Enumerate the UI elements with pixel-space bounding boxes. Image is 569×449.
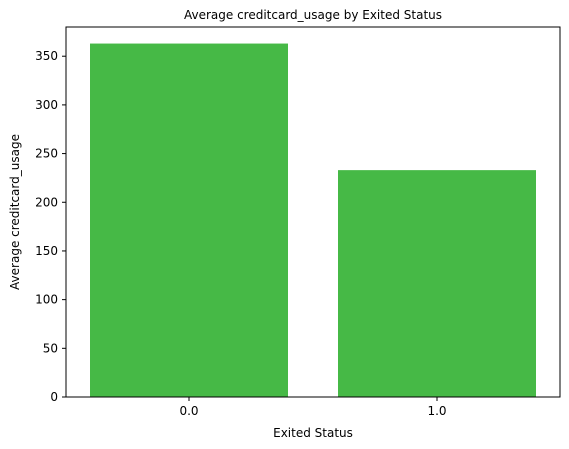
y-tick-label: 200 xyxy=(35,195,58,209)
bars-group xyxy=(90,43,536,397)
y-tick-label: 100 xyxy=(35,293,58,307)
y-tick-label: 250 xyxy=(35,147,58,161)
y-tick-label: 0 xyxy=(50,390,58,404)
y-tick-label: 150 xyxy=(35,244,58,258)
x-axis-label: Exited Status xyxy=(273,426,353,440)
bar-1.0 xyxy=(338,170,536,397)
x-axis-ticks: 0.0 1.0 xyxy=(179,397,447,418)
bar-0.0 xyxy=(90,43,288,397)
y-tick-label: 350 xyxy=(35,49,58,63)
x-tick-label: 0.0 xyxy=(179,404,198,418)
y-tick-label: 300 xyxy=(35,98,58,112)
x-tick-label: 1.0 xyxy=(427,404,446,418)
y-axis-label: Average creditcard_usage xyxy=(8,134,22,290)
y-tick-label: 50 xyxy=(43,341,58,355)
chart-title: Average creditcard_usage by Exited Statu… xyxy=(184,8,442,22)
plot-area-frame xyxy=(65,26,561,398)
y-axis-ticks: 0 50 100 150 200 250 300 350 xyxy=(35,49,66,404)
